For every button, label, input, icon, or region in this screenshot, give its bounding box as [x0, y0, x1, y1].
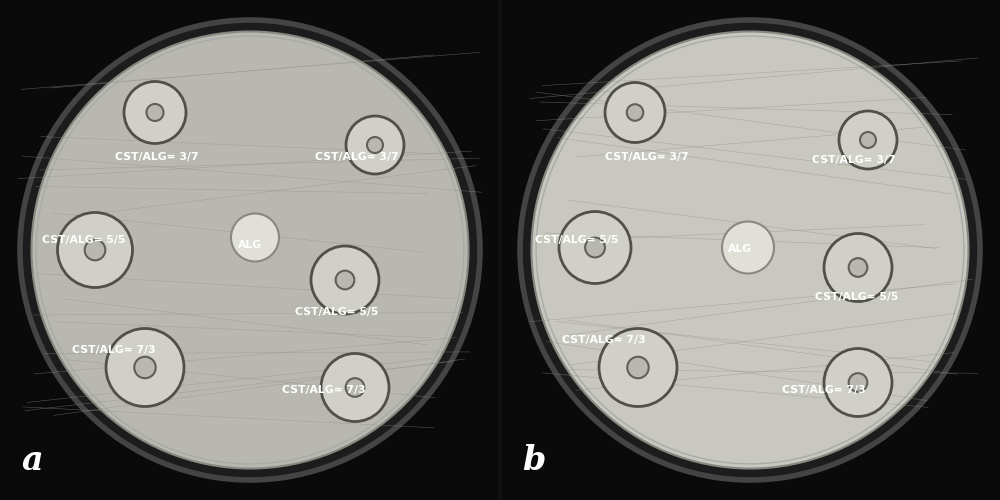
Text: ALG: ALG: [238, 240, 262, 250]
Ellipse shape: [627, 104, 643, 120]
Ellipse shape: [605, 82, 665, 142]
Text: CST/ALG= 3/7: CST/ALG= 3/7: [315, 152, 399, 162]
Ellipse shape: [849, 373, 867, 392]
Ellipse shape: [599, 328, 677, 406]
Ellipse shape: [824, 234, 892, 302]
Ellipse shape: [32, 32, 468, 469]
Text: CST/ALG= 3/7: CST/ALG= 3/7: [115, 152, 199, 162]
Ellipse shape: [585, 238, 605, 258]
Ellipse shape: [367, 137, 383, 153]
Ellipse shape: [860, 132, 876, 148]
Text: CST/ALG= 7/3: CST/ALG= 7/3: [782, 384, 866, 394]
Ellipse shape: [722, 222, 774, 274]
Text: CST/ALG= 7/3: CST/ALG= 7/3: [72, 344, 156, 354]
Ellipse shape: [146, 104, 164, 121]
Ellipse shape: [124, 82, 186, 144]
Ellipse shape: [321, 354, 389, 422]
Text: CST/ALG= 5/5: CST/ALG= 5/5: [535, 234, 618, 244]
Text: CST/ALG= 3/7: CST/ALG= 3/7: [812, 154, 896, 164]
Ellipse shape: [520, 20, 980, 480]
Ellipse shape: [559, 212, 631, 284]
Text: CST/ALG= 5/5: CST/ALG= 5/5: [42, 234, 125, 244]
Ellipse shape: [20, 20, 480, 480]
Ellipse shape: [311, 246, 379, 314]
Text: CST/ALG= 7/3: CST/ALG= 7/3: [562, 334, 646, 344]
Ellipse shape: [85, 240, 105, 260]
Text: CST/ALG= 7/3: CST/ALG= 7/3: [282, 384, 366, 394]
Ellipse shape: [839, 111, 897, 169]
Text: ALG: ALG: [728, 244, 752, 254]
Ellipse shape: [106, 328, 184, 406]
Ellipse shape: [58, 212, 132, 288]
Ellipse shape: [532, 32, 968, 469]
Ellipse shape: [346, 378, 364, 397]
Text: a: a: [22, 444, 44, 477]
Ellipse shape: [134, 357, 156, 378]
Ellipse shape: [231, 214, 279, 262]
Ellipse shape: [824, 348, 892, 416]
Text: CST/ALG= 5/5: CST/ALG= 5/5: [295, 307, 378, 317]
Ellipse shape: [346, 116, 404, 174]
Text: CST/ALG= 3/7: CST/ALG= 3/7: [605, 152, 689, 162]
Text: b: b: [522, 444, 545, 477]
Ellipse shape: [849, 258, 867, 277]
Ellipse shape: [627, 357, 649, 378]
Text: CST/ALG= 5/5: CST/ALG= 5/5: [815, 292, 898, 302]
Ellipse shape: [336, 270, 354, 289]
